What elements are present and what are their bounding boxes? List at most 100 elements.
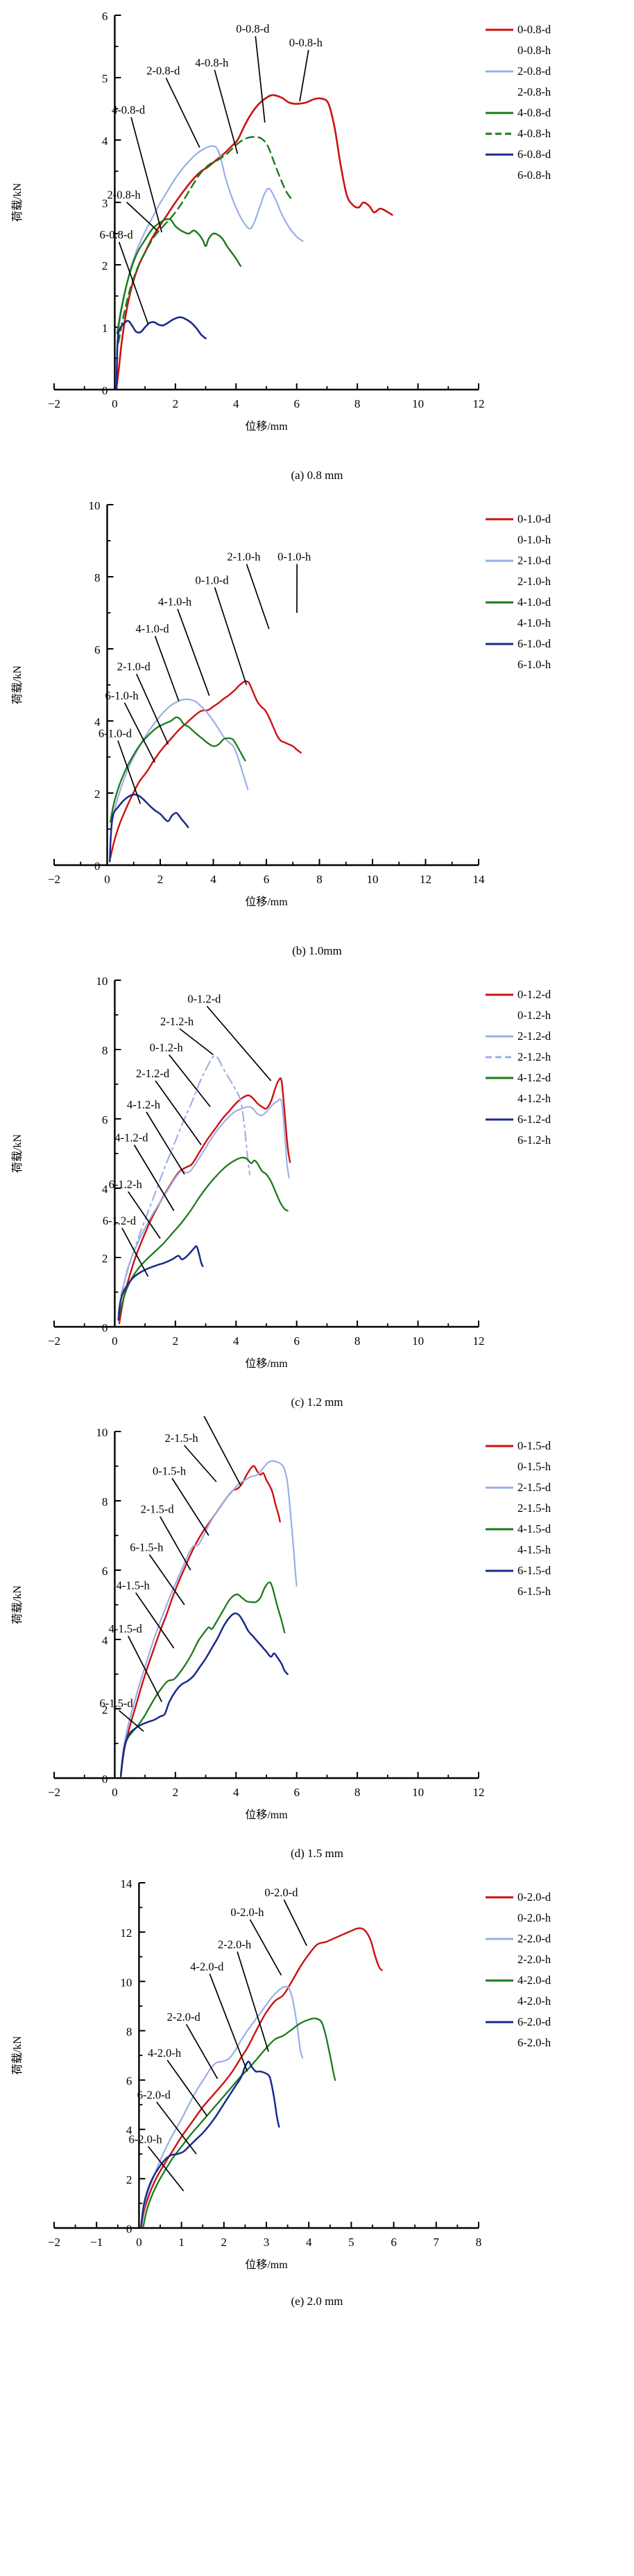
x-tick-label: 7	[434, 2236, 440, 2249]
annotation-leader-line	[249, 1919, 282, 1976]
y-tick-label: 10	[120, 1976, 132, 1989]
legend-label: 4-1.5-h	[517, 1543, 551, 1556]
annotation-leader-line	[165, 78, 200, 148]
annotation-leader-line	[159, 1516, 191, 1571]
x-tick-label: 0	[112, 1334, 118, 1348]
annotation-label: 2-1.0-d	[117, 660, 151, 673]
legend-label: 6-2.0-h	[517, 2036, 551, 2049]
annotation-label: 2-1.0-h	[227, 550, 261, 564]
x-tick-label: 10	[412, 397, 424, 410]
legend-label: 2-1.0-h	[517, 575, 551, 588]
legend-label: 4-2.0-h	[517, 1994, 551, 2008]
x-tick-label: −2	[48, 397, 60, 410]
annotation-label: 2-1.5-d	[141, 1503, 175, 1516]
panel-e-caption: (e) 2.0 mm	[291, 2295, 343, 2308]
series-line	[109, 793, 189, 863]
x-tick-label: 4	[233, 397, 239, 410]
panel-a-caption: (a) 0.8 mm	[291, 469, 343, 482]
series-line	[140, 1985, 304, 2228]
legend-label: 0-0.8-h	[517, 44, 551, 57]
x-tick-label: 3	[264, 2236, 270, 2249]
annotation-label: 4-2.0-d	[190, 1960, 224, 1973]
annotation-label: 4-1.2-d	[114, 1131, 148, 1145]
x-tick-label: −2	[48, 2236, 60, 2249]
x-tick-label: 10	[367, 873, 379, 886]
annotation-leader-line	[146, 1111, 185, 1175]
x-tick-label: −2	[48, 873, 60, 886]
annotation-label: 6-1.5-d	[100, 1697, 134, 1710]
annotation-leader-line	[237, 1951, 269, 2052]
y-tick-label: 0	[94, 860, 101, 873]
y-tick-label: 2	[102, 1703, 108, 1716]
legend-label: 2-0.8-h	[517, 85, 551, 98]
legend-label: 0-1.0-d	[517, 512, 551, 525]
x-tick-label: 6	[391, 2236, 397, 2249]
annotation-label: 4-2.0-h	[148, 2046, 182, 2060]
x-tick-label: 12	[473, 1786, 485, 1799]
panel-a: −2 0 2 4 6 8 10 12 0 1 2 3 4 5 6 0-0.8-d 0-0.8-h 4-0.8-h 2…	[0, 0, 634, 489]
x-tick-label: 0	[112, 397, 118, 410]
legend-label: 4-1.5-d	[517, 1522, 551, 1535]
x-tick-label: −2	[48, 1334, 60, 1348]
x-tick-label: 8	[316, 873, 323, 886]
annotation-leader-line	[169, 1054, 211, 1108]
legend-label: 6-0.8-d	[517, 148, 551, 161]
annotation-leader-line	[133, 1145, 175, 1211]
legend-label: 6-1.2-d	[517, 1113, 551, 1126]
y-axis-title: 荷载/kN	[11, 1134, 24, 1173]
x-tick-label: 2	[173, 1334, 179, 1348]
series-line	[118, 1156, 289, 1318]
plot-area	[119, 1460, 298, 1777]
plot-area	[115, 94, 393, 390]
figure-load-displacement-curves: −2 0 2 4 6 8 10 12 0 1 2 3 4 5 6 0-0.8-d 0-0.8-h 4-0.8-h 2…	[0, 0, 634, 2308]
annotation-label: 6-1.2-d	[103, 1215, 137, 1228]
series-line	[109, 716, 246, 823]
panel-b: −2 0 2 4 6 8 10 12 14 0 2 4 6 8 10 2-1.0-h 0-1.0-h 0-1.0-…	[0, 489, 634, 965]
y-tick-label: 10	[96, 1426, 108, 1439]
x-axis-title: 位移/mm	[245, 2259, 288, 2271]
annotation-label: 2-1.2-d	[136, 1067, 170, 1080]
annotation-leader-line	[148, 1554, 185, 1605]
x-tick-label: 12	[473, 1334, 485, 1348]
annotation-leader-line	[127, 1635, 162, 1703]
chart-e-svg: −2 −1 0 1 2 3 4 5 6 7 8024681012140-2.0-d0-2.0-h2-…	[11, 1877, 551, 2271]
annotation-leader-line	[117, 740, 142, 804]
x-tick-label: −1	[90, 2236, 103, 2249]
series-line	[115, 316, 207, 390]
annotation-leader-line	[135, 1592, 175, 1648]
annotation-leader-line	[166, 2060, 208, 2116]
annotation-leader-line	[130, 116, 163, 233]
legend-label: 0-2.0-h	[517, 1911, 551, 1924]
annotation-label: 2-1.2-h	[160, 1015, 194, 1028]
y-tick-label: 6	[102, 1565, 108, 1578]
legend-label: 6-0.8-h	[517, 168, 551, 182]
panel-c-caption: (c) 1.2 mm	[291, 1395, 343, 1409]
legend-label: 0-1.2-h	[517, 1009, 551, 1022]
legend-label: 0-1.5-d	[517, 1439, 551, 1452]
annotation-label: 4-0.8-h	[195, 56, 229, 69]
legend-label: 0-0.8-d	[517, 23, 551, 36]
y-axis-title: 荷载/kN	[11, 183, 24, 222]
series-line	[109, 680, 302, 859]
annotation-leader-line	[171, 1478, 209, 1536]
series-line	[117, 136, 293, 344]
x-tick-label: 6	[293, 397, 300, 410]
series-line	[117, 1245, 204, 1321]
x-tick-label: 12	[473, 397, 485, 410]
annotation-label: 0-2.0-d	[264, 1886, 298, 1899]
y-tick-label: 3	[102, 197, 108, 210]
y-tick-label: 2	[102, 1252, 108, 1265]
x-tick-label: 14	[473, 873, 486, 886]
panel-c: −2 0 2 4 6 8 10 12 0 2 4 6 8 10 0-1.2-d 2-1.2-h 0-1.2-h 2…	[0, 965, 634, 1416]
x-tick-label: 2	[173, 1786, 179, 1799]
x-tick-label: 2	[221, 2236, 228, 2249]
series-line	[115, 94, 393, 390]
annotation-leader-line	[283, 1899, 307, 1947]
annotation-label: 4-1.0-d	[135, 623, 169, 636]
annotation-leader-line	[123, 702, 156, 763]
y-tick-label: 4	[102, 134, 108, 148]
annotation-label: 6-2.0-h	[129, 2132, 163, 2146]
annotation-label: 2-0.8-h	[107, 189, 141, 202]
series-line	[119, 1612, 289, 1777]
annotation-label: 4-1.2-h	[127, 1098, 161, 1111]
